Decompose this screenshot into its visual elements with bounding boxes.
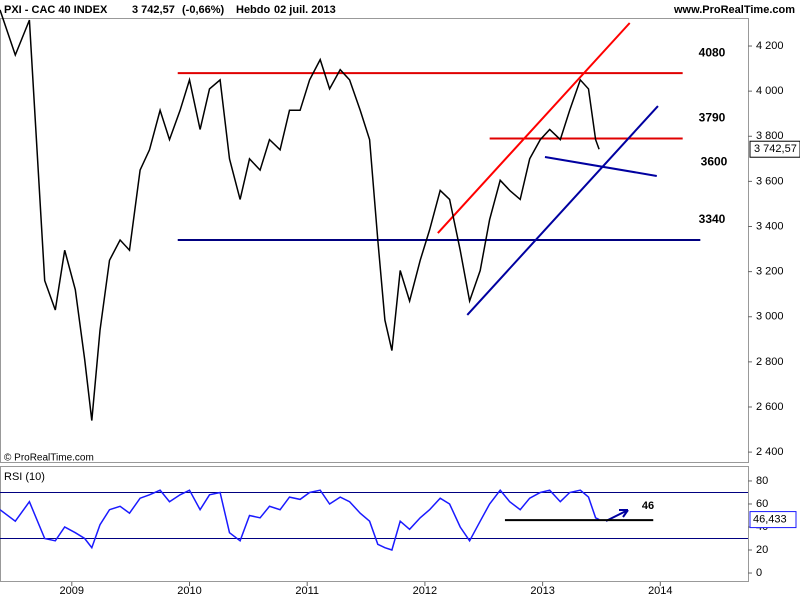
price-panel <box>0 18 749 463</box>
level-label: 3340 <box>699 212 726 226</box>
y-tick-label: 3 600 <box>756 175 784 187</box>
x-tick-label: 2009 <box>60 585 84 597</box>
price-line <box>0 9 600 421</box>
x-tick-label: 2014 <box>648 585 672 597</box>
y-tick-label: 2 400 <box>756 446 784 458</box>
rsi-title: RSI (10) <box>4 471 45 483</box>
level-label: 4080 <box>699 45 726 59</box>
rsi-y-tick-label: 20 <box>756 544 768 556</box>
y-tick-label: 2 800 <box>756 356 784 368</box>
x-tick-label: 2013 <box>530 585 554 597</box>
y-tick-label: 3 000 <box>756 311 784 323</box>
change: (-0,66%) <box>182 4 225 16</box>
trendline <box>437 22 631 234</box>
rsi-line <box>0 488 600 551</box>
y-tick-label: 3 400 <box>756 220 784 232</box>
support-label: 3600 <box>701 155 728 169</box>
last-price-tag <box>749 140 800 158</box>
trendline <box>466 105 659 316</box>
rsi-y-tick-label: 60 <box>756 498 768 510</box>
y-tick-label: 4 000 <box>756 85 784 97</box>
rsi-y-tick-label: 80 <box>756 475 768 487</box>
x-tick-label: 2012 <box>413 585 437 597</box>
y-tick-label: 4 200 <box>756 40 784 52</box>
rsi-y-tick-label: 0 <box>756 567 762 579</box>
trendline <box>544 156 657 177</box>
level-label: 3790 <box>699 111 726 125</box>
rsi-panel <box>0 466 749 582</box>
symbol: PXI - CAC 40 INDEX <box>4 4 108 16</box>
last-price-tag-label: 3 742,57 <box>754 143 797 155</box>
site: www.ProRealTime.com <box>673 4 795 16</box>
x-tick-label: 2010 <box>177 585 201 597</box>
rsi-level-label: 46 <box>642 500 654 512</box>
period: Hebdo <box>236 4 271 16</box>
y-tick-label: 3 800 <box>756 130 784 142</box>
y-tick-label: 2 600 <box>756 401 784 413</box>
last-price: 3 742,57 <box>132 4 175 16</box>
copyright: © ProRealTime.com <box>4 453 94 464</box>
date: 02 juil. 2013 <box>274 4 336 16</box>
y-tick-label: 3 200 <box>756 266 784 278</box>
x-tick-label: 2011 <box>295 585 319 597</box>
rsi-last-tag-label: 46,433 <box>753 513 787 525</box>
rsi-last-tag <box>749 511 797 529</box>
